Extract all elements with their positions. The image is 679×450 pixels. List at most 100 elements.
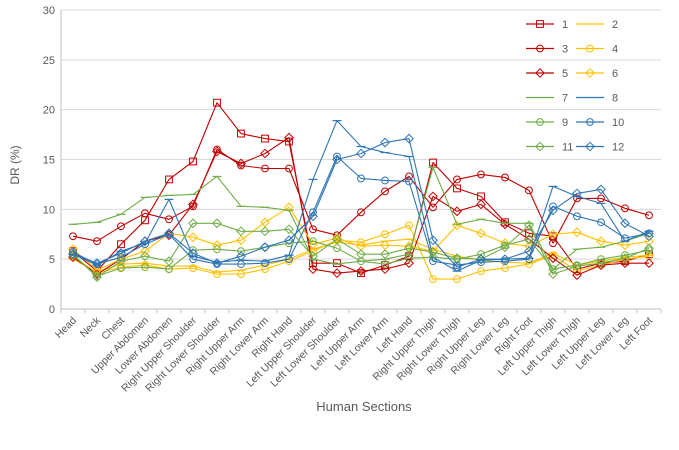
series-1-point xyxy=(261,134,269,143)
series-10-point xyxy=(381,176,389,185)
series-3-point xyxy=(501,173,509,182)
series-3-point xyxy=(93,237,101,246)
series-10 xyxy=(69,152,653,270)
series-5-point xyxy=(92,269,102,280)
series-4-point xyxy=(213,270,221,279)
series-1-point xyxy=(429,158,437,167)
legend-entry-3: 3 xyxy=(526,44,568,56)
series-11-point xyxy=(212,218,222,229)
series-12-point xyxy=(164,228,174,239)
legend-label: 12 xyxy=(612,142,624,154)
series-11-point xyxy=(644,243,654,254)
series-11-point xyxy=(284,224,294,235)
series-3-point xyxy=(261,164,269,173)
series-4-point xyxy=(381,230,389,239)
series-6-point xyxy=(188,232,198,243)
series-12-point xyxy=(308,211,318,222)
series-6-point xyxy=(92,265,102,276)
series-5-point xyxy=(380,264,390,275)
series-9-point xyxy=(141,263,149,272)
series-3-point xyxy=(357,208,365,217)
gridlines xyxy=(61,9,661,260)
series-11-point xyxy=(260,226,270,237)
y-tick-label: 15 xyxy=(43,155,55,167)
series-9-point xyxy=(525,235,533,244)
series-6-point xyxy=(236,235,246,246)
series-10-point xyxy=(501,257,509,266)
series-12-point xyxy=(572,188,582,199)
series-10-point xyxy=(285,255,293,264)
series-12-point xyxy=(380,137,390,148)
series-11-point xyxy=(548,269,558,280)
series-3-point xyxy=(597,194,605,203)
series-10-point xyxy=(261,259,269,268)
legend-marker xyxy=(535,141,545,152)
legend-label: 9 xyxy=(562,117,568,129)
legend-label: 1 xyxy=(562,19,568,31)
series-6-point xyxy=(572,227,582,238)
series-6-point xyxy=(596,236,606,247)
series-3-point xyxy=(237,161,245,170)
series-12-point xyxy=(524,246,534,257)
series-5-point xyxy=(428,191,438,202)
legend-marker xyxy=(585,68,595,78)
series-12-point xyxy=(236,251,246,262)
x-tick-label: Head xyxy=(53,315,79,341)
series-10-point xyxy=(429,257,437,266)
series-5 xyxy=(68,132,654,281)
series-5-point xyxy=(332,268,342,279)
series-9-point xyxy=(549,265,557,274)
series-9-point xyxy=(237,247,245,256)
series-11-point xyxy=(380,249,390,260)
axes xyxy=(60,10,662,313)
legend-entry-9: 9 xyxy=(526,117,568,129)
legend-marker xyxy=(586,118,594,126)
legend-entry-6: 6 xyxy=(576,68,618,80)
series-3-point xyxy=(285,164,293,173)
legend-marker xyxy=(586,44,594,53)
series-5-point xyxy=(308,264,318,275)
legend-marker xyxy=(535,68,545,78)
series-9-point xyxy=(501,241,509,250)
y-tick-label: 0 xyxy=(49,304,55,316)
series-line-9 xyxy=(72,238,650,277)
series-3-point xyxy=(309,225,317,234)
series-12-point xyxy=(260,242,270,253)
legend-marker xyxy=(536,44,544,53)
series-12-point xyxy=(140,236,150,247)
y-tick-label: 20 xyxy=(43,105,55,117)
series-12-point xyxy=(284,235,294,246)
series-10-point xyxy=(405,177,413,186)
legend-label: 8 xyxy=(612,93,618,105)
series-1 xyxy=(69,98,653,278)
series-3-point xyxy=(381,187,389,196)
legend-marker xyxy=(536,20,544,28)
series-3-point xyxy=(549,239,557,248)
series-9-point xyxy=(333,244,341,253)
series-line-5 xyxy=(72,137,649,276)
series-12-point xyxy=(596,184,606,195)
legend-label: 2 xyxy=(612,19,618,31)
series-3 xyxy=(69,145,653,248)
x-axis-label: Human Sections xyxy=(316,399,412,414)
series-9-point xyxy=(381,260,389,269)
series-11-point xyxy=(116,256,126,267)
series-4-point xyxy=(477,267,485,276)
legend-label: 3 xyxy=(562,44,568,56)
y-tick-labels: 0 5 10 15 20 25 30 xyxy=(43,5,55,316)
series-3-point xyxy=(69,232,77,241)
series-3-point xyxy=(117,222,125,231)
series-12-point xyxy=(452,262,462,273)
series-11-point xyxy=(524,220,534,231)
series-11-point xyxy=(332,234,342,245)
series-10-point xyxy=(573,212,581,221)
series-lines xyxy=(68,98,654,284)
series-10-point xyxy=(597,218,605,227)
y-tick-label: 25 xyxy=(43,55,55,67)
series-6-point xyxy=(476,228,486,239)
series-12-point xyxy=(428,235,438,246)
series-5-point xyxy=(284,132,294,143)
series-12-point xyxy=(548,205,558,216)
series-3-point xyxy=(621,204,629,213)
